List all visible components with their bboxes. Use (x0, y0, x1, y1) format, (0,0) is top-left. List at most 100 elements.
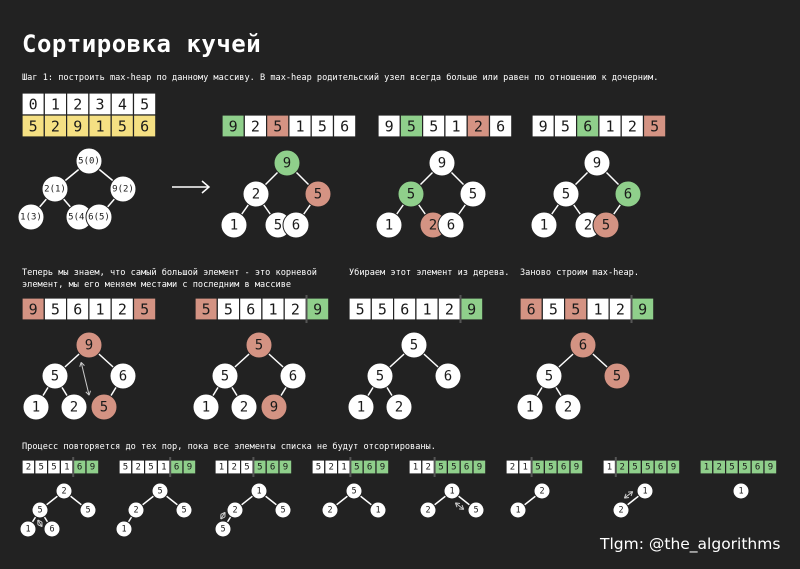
tree-node (109, 175, 137, 203)
tree-node-value: 6(5) (88, 213, 110, 223)
tree-node-value: 5 (602, 218, 610, 234)
array-cell-value: 2 (425, 463, 430, 473)
row3-tree: 12 (612, 482, 654, 519)
array-cell-value: 5 (378, 301, 387, 319)
tree-node (583, 149, 611, 177)
swap-arrow (220, 512, 226, 520)
tree-node-value: 5 (100, 400, 108, 416)
array-cell-value: 5 (729, 463, 734, 473)
tree-node-value: 2 (252, 187, 260, 203)
tree-node (109, 362, 137, 390)
tree-node-value: 9 (283, 156, 291, 172)
array-cell-value: 5 (548, 463, 553, 473)
tree-node (443, 482, 461, 500)
step1-tree: 95 51 2 6 (375, 149, 487, 239)
array-cell-value: 5 (561, 118, 570, 136)
array-cell (375, 459, 390, 475)
array-cell-value: 4 (118, 96, 127, 114)
tree-node-value: 2 (327, 506, 332, 516)
array-cell-value: 9 (385, 118, 394, 136)
array-cell-value: 5 (224, 301, 233, 319)
array-cell-value: 9 (477, 463, 482, 473)
tree-node (75, 147, 103, 175)
array-cell-value: 6 (658, 463, 663, 473)
array-cell-value: 9 (467, 301, 476, 319)
array-cell-value: 6 (270, 463, 275, 473)
array-cell-value: 1 (296, 118, 305, 136)
tree-node-value: 2 (539, 487, 544, 497)
swap-arrow (624, 491, 634, 499)
tree-node-value: 2 (618, 506, 623, 516)
array-cell-value: 5 (273, 118, 282, 136)
tree-node-value: 5 (157, 487, 162, 497)
tree-node-value: 5 (255, 338, 263, 354)
tree-node-value: 5 (51, 369, 59, 385)
tree-node (31, 501, 49, 519)
tree-node-value: 1 (515, 506, 520, 516)
transition-arrow-head (201, 180, 211, 194)
array-cell-value: 9 (313, 301, 322, 319)
array-cell-value: 5 (51, 463, 56, 473)
tree-node (211, 362, 239, 390)
array-cell-value: 1 (606, 118, 615, 136)
array-cell-value: 1 (161, 463, 166, 473)
array-cell-value: 1 (452, 118, 461, 136)
array-cell-value: 5 (407, 118, 416, 136)
tree-node-value: 6 (119, 369, 127, 385)
tree-node-value: 5 (473, 506, 478, 516)
array-cell-value: 6 (755, 463, 760, 473)
tree-node-value: 1 (230, 218, 238, 234)
step1-tree: 92 51 5 6 (220, 149, 332, 239)
array-cell-value: 5 (140, 96, 149, 114)
swap-arrow-head (459, 504, 465, 510)
tree-node (369, 501, 387, 519)
array-cell-value: 5 (257, 463, 262, 473)
array-cell-value: 6 (246, 301, 255, 319)
tree-node-value: 9 (270, 400, 278, 416)
tree-node (535, 362, 563, 390)
array-cell-value: 6 (367, 463, 372, 473)
array-cell-value: 6 (77, 463, 82, 473)
tree-node (242, 180, 270, 208)
tree-node (19, 520, 37, 538)
caption-remove: Убираем этот элемент из дерева. (349, 268, 510, 278)
tree-node (279, 362, 307, 390)
tree-node-value: 6 (624, 187, 632, 203)
array-cell-value: 2 (716, 463, 721, 473)
tree-node (60, 393, 88, 421)
tree-node (55, 482, 73, 500)
tree-node (603, 362, 631, 390)
array-cell-value: 6 (140, 118, 149, 136)
tree-node-value: 9 (438, 156, 446, 172)
array-cell-value: 1 (96, 118, 105, 136)
array-cell-value: 9 (283, 463, 288, 473)
array-cell-value: 5 (571, 301, 580, 319)
array-cell-value: 6 (174, 463, 179, 473)
array-cell (642, 114, 667, 138)
footer-credit: Tlgm: @the_algorithms (600, 535, 781, 553)
tree-node-value: 2 (429, 218, 437, 234)
tree-node (397, 180, 425, 208)
tree-node (22, 393, 50, 421)
tree-node (43, 520, 61, 538)
array-cell-value: 5 (29, 118, 38, 136)
tree-node (230, 393, 258, 421)
tree-node (467, 501, 485, 519)
tree-node-value: 2 (584, 218, 592, 234)
tree-node-value: 9(2) (112, 185, 134, 195)
tree-node (592, 211, 620, 239)
tree-node-value: 5 (274, 218, 282, 234)
array-cell-value: 5 (148, 463, 153, 473)
array-cell-value: 5 (535, 463, 540, 473)
tree-node-value: 5 (410, 338, 418, 354)
array-cell-value: 2 (118, 301, 127, 319)
array-cell (472, 459, 487, 475)
tree-node (434, 362, 462, 390)
array-cell-value: 2 (291, 301, 300, 319)
array-cell-value: 0 (29, 96, 38, 114)
